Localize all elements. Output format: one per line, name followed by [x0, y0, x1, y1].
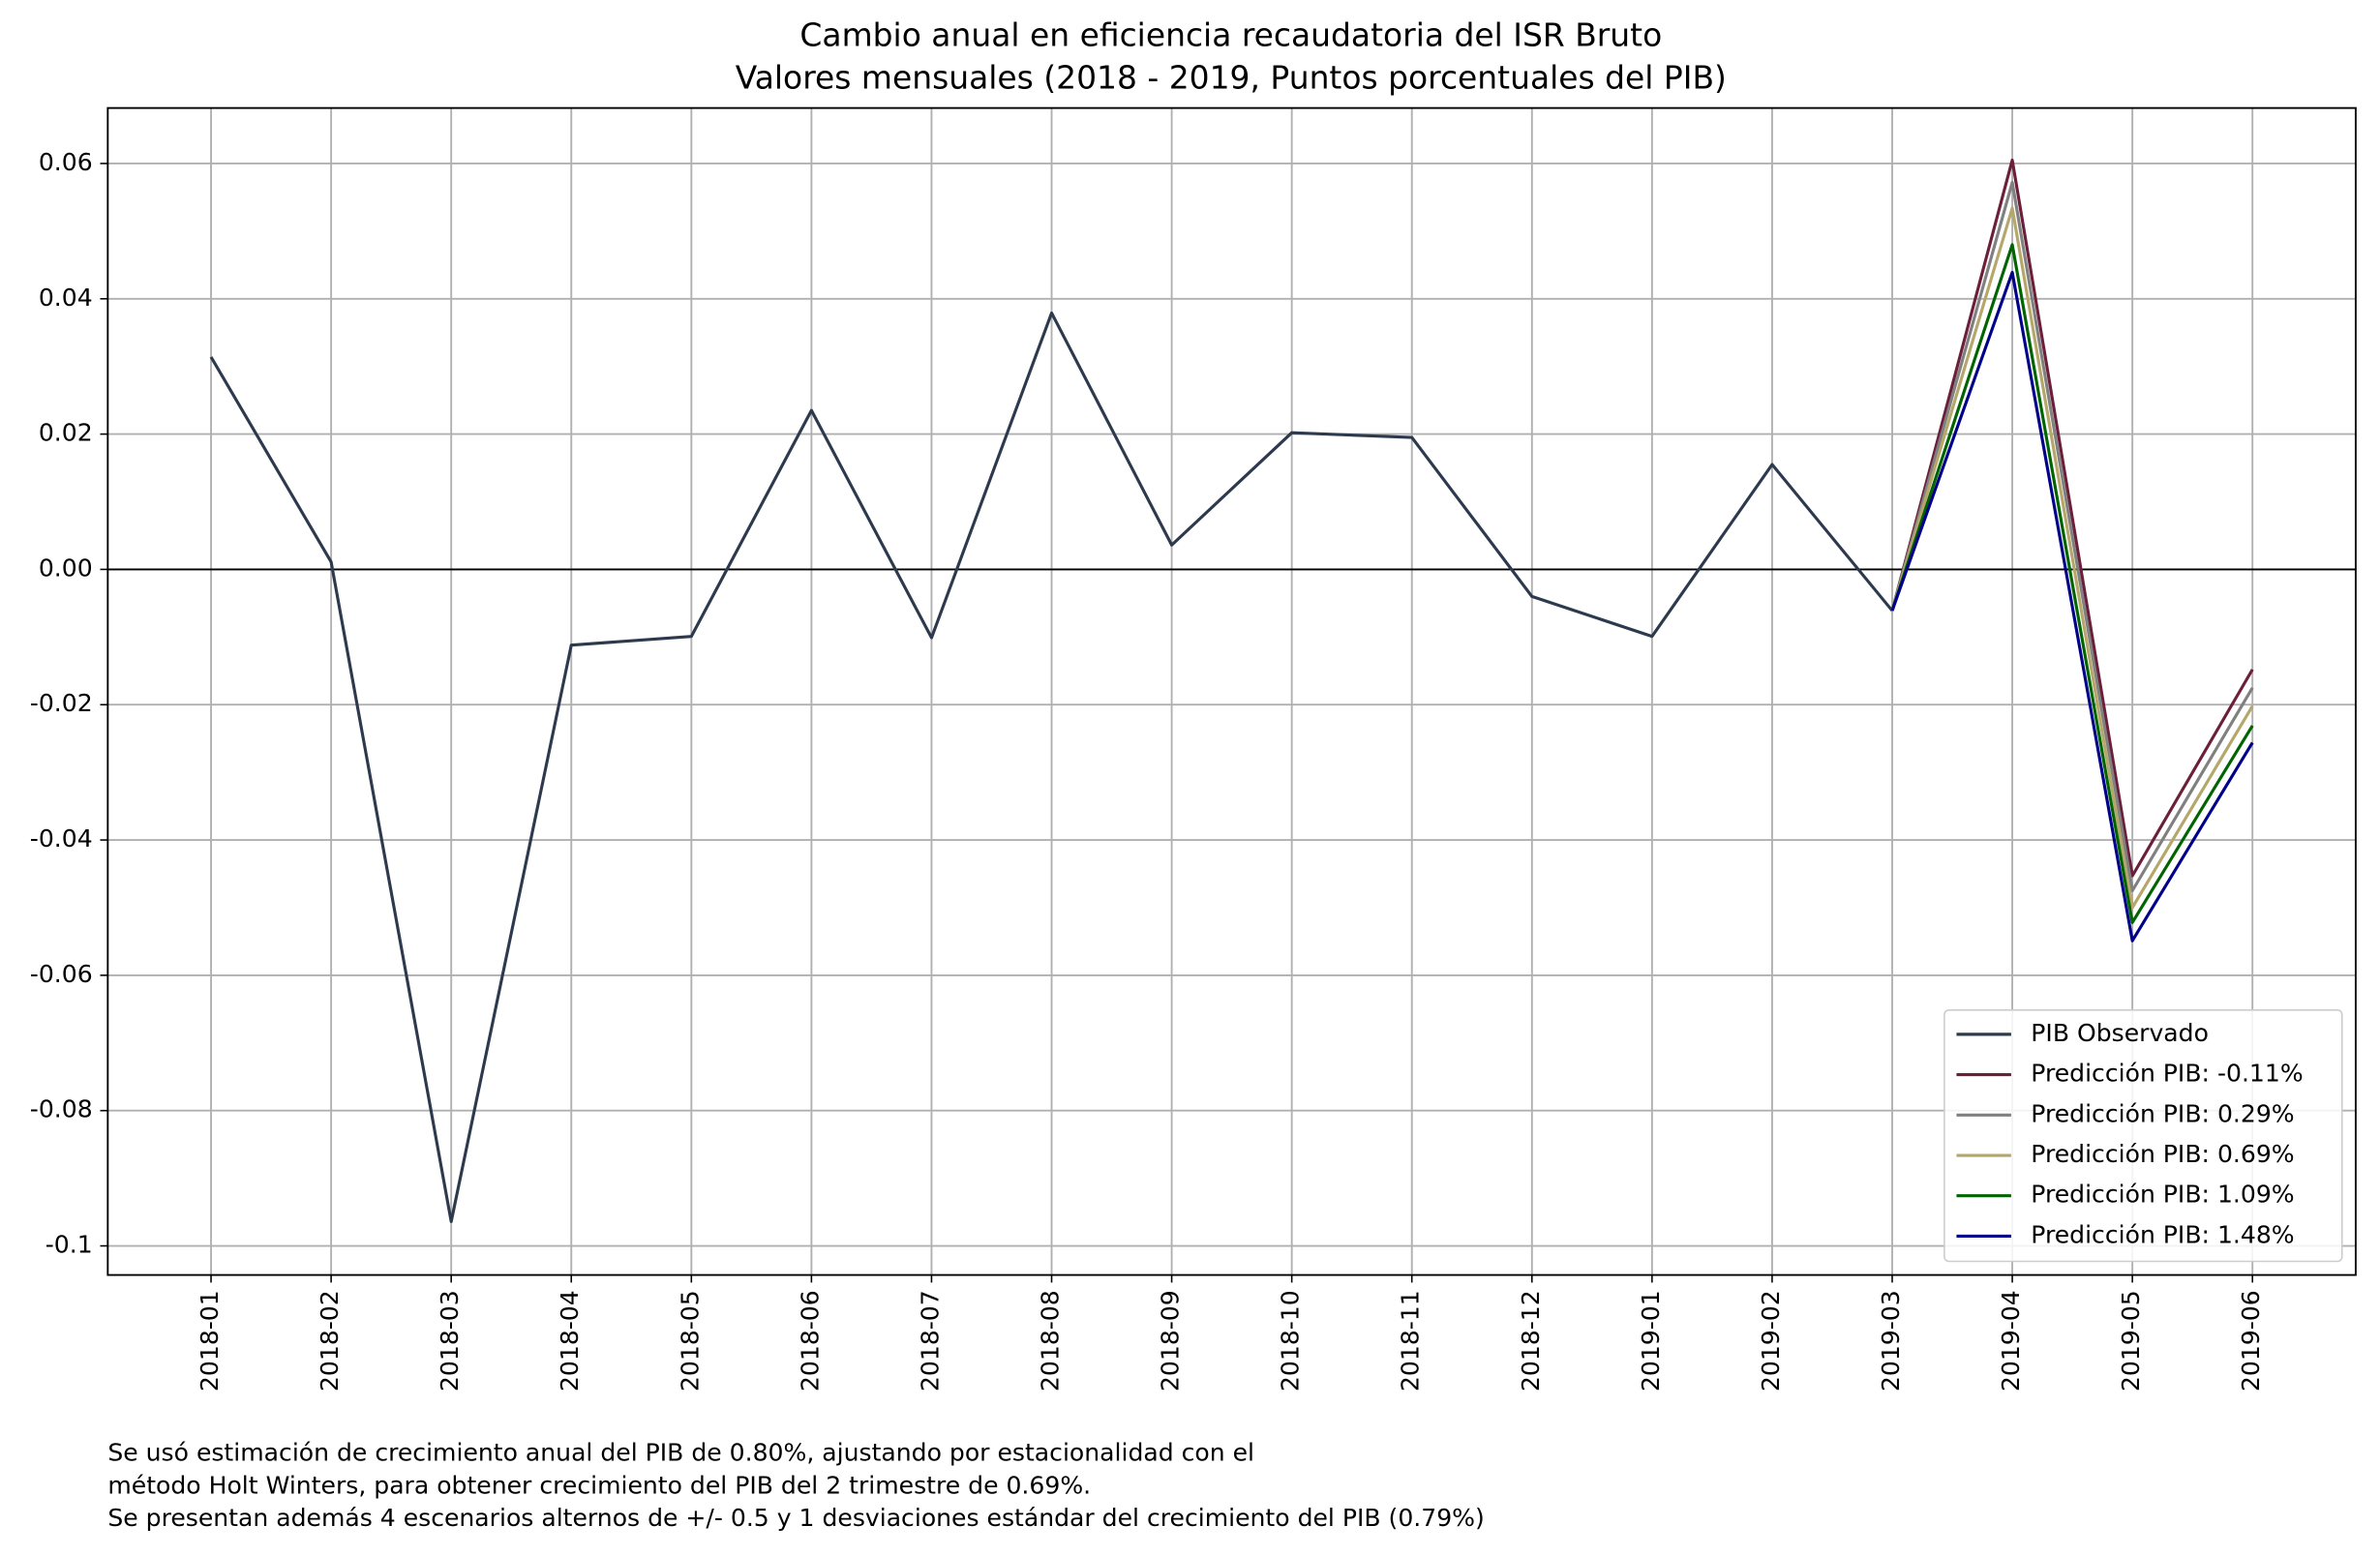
y-tick-label: -0.02: [30, 689, 93, 717]
x-tick-label: 2018-10: [1277, 1290, 1305, 1391]
y-tick-label: 0.02: [39, 419, 93, 447]
x-tick-label: 2019-01: [1637, 1290, 1665, 1391]
y-tick-label: -0.08: [30, 1095, 93, 1123]
footnote: Se usó estimación de crecimiento anual d…: [107, 1439, 1254, 1467]
x-tick-label: 2018-01: [196, 1290, 224, 1391]
footnote: Se presentan además 4 escenarios alterno…: [107, 1504, 1484, 1532]
footnote: método Holt Winters, para obtener crecim…: [107, 1471, 1091, 1499]
x-tick-label: 2018-11: [1397, 1290, 1425, 1391]
x-tick-label: 2019-04: [1997, 1290, 2025, 1391]
chart-subtitle: Valores mensuales (2018 - 2019, Puntos p…: [736, 58, 1727, 96]
x-tick-label: 2018-04: [556, 1290, 584, 1391]
y-tick-label: -0.04: [30, 824, 93, 853]
plot-frame: [106, 106, 2357, 1276]
series-line: [1890, 206, 2254, 910]
legend-label: Predicción PIB: 0.69%: [2031, 1140, 2294, 1168]
x-tick-label: 2018-08: [1037, 1290, 1065, 1391]
x-tick-label: 2018-12: [1517, 1290, 1545, 1391]
legend-label: Predicción PIB: 1.48%: [2031, 1220, 2294, 1248]
x-tick-label: 2019-06: [2237, 1290, 2265, 1391]
x-tick-label: 2019-03: [1877, 1290, 1905, 1391]
legend-label: PIB Observado: [2031, 1019, 2209, 1047]
series-line: [1890, 180, 2254, 893]
x-tick-label: 2019-02: [1757, 1290, 1785, 1391]
x-tick-label: 2018-02: [316, 1290, 344, 1391]
x-tick-label: 2018-05: [676, 1290, 704, 1391]
x-tick-label: 2018-03: [436, 1290, 464, 1391]
series-line: [1890, 270, 2254, 943]
legend-label: Predicción PIB: -0.11%: [2031, 1060, 2303, 1088]
x-tick-label: 2019-05: [2117, 1290, 2145, 1391]
y-tick-label: 0.04: [39, 284, 93, 312]
chart-title: Cambio anual en eficiencia recaudatoria …: [799, 15, 1662, 53]
y-tick-label: 0.06: [39, 148, 93, 176]
legend-label: Predicción PIB: 0.29%: [2031, 1099, 2294, 1127]
y-tick-label: -0.06: [30, 960, 93, 988]
legend: PIB Observado Predicción PIB: -0.11% Predi…: [1943, 1008, 2343, 1263]
x-tick-label: 2018-09: [1157, 1290, 1185, 1391]
series-line: [1890, 158, 2254, 878]
legend-label: Predicción PIB: 1.09%: [2031, 1181, 2294, 1209]
y-tick-label: -0.1: [45, 1231, 93, 1259]
x-tick-label: 2018-07: [916, 1290, 944, 1391]
y-tick-label: 0.00: [39, 554, 93, 582]
series-line: [209, 311, 1894, 1223]
legend-box: [1943, 1008, 2343, 1263]
x-tick-label: 2018-06: [796, 1290, 824, 1391]
series-line: [1890, 243, 2254, 924]
